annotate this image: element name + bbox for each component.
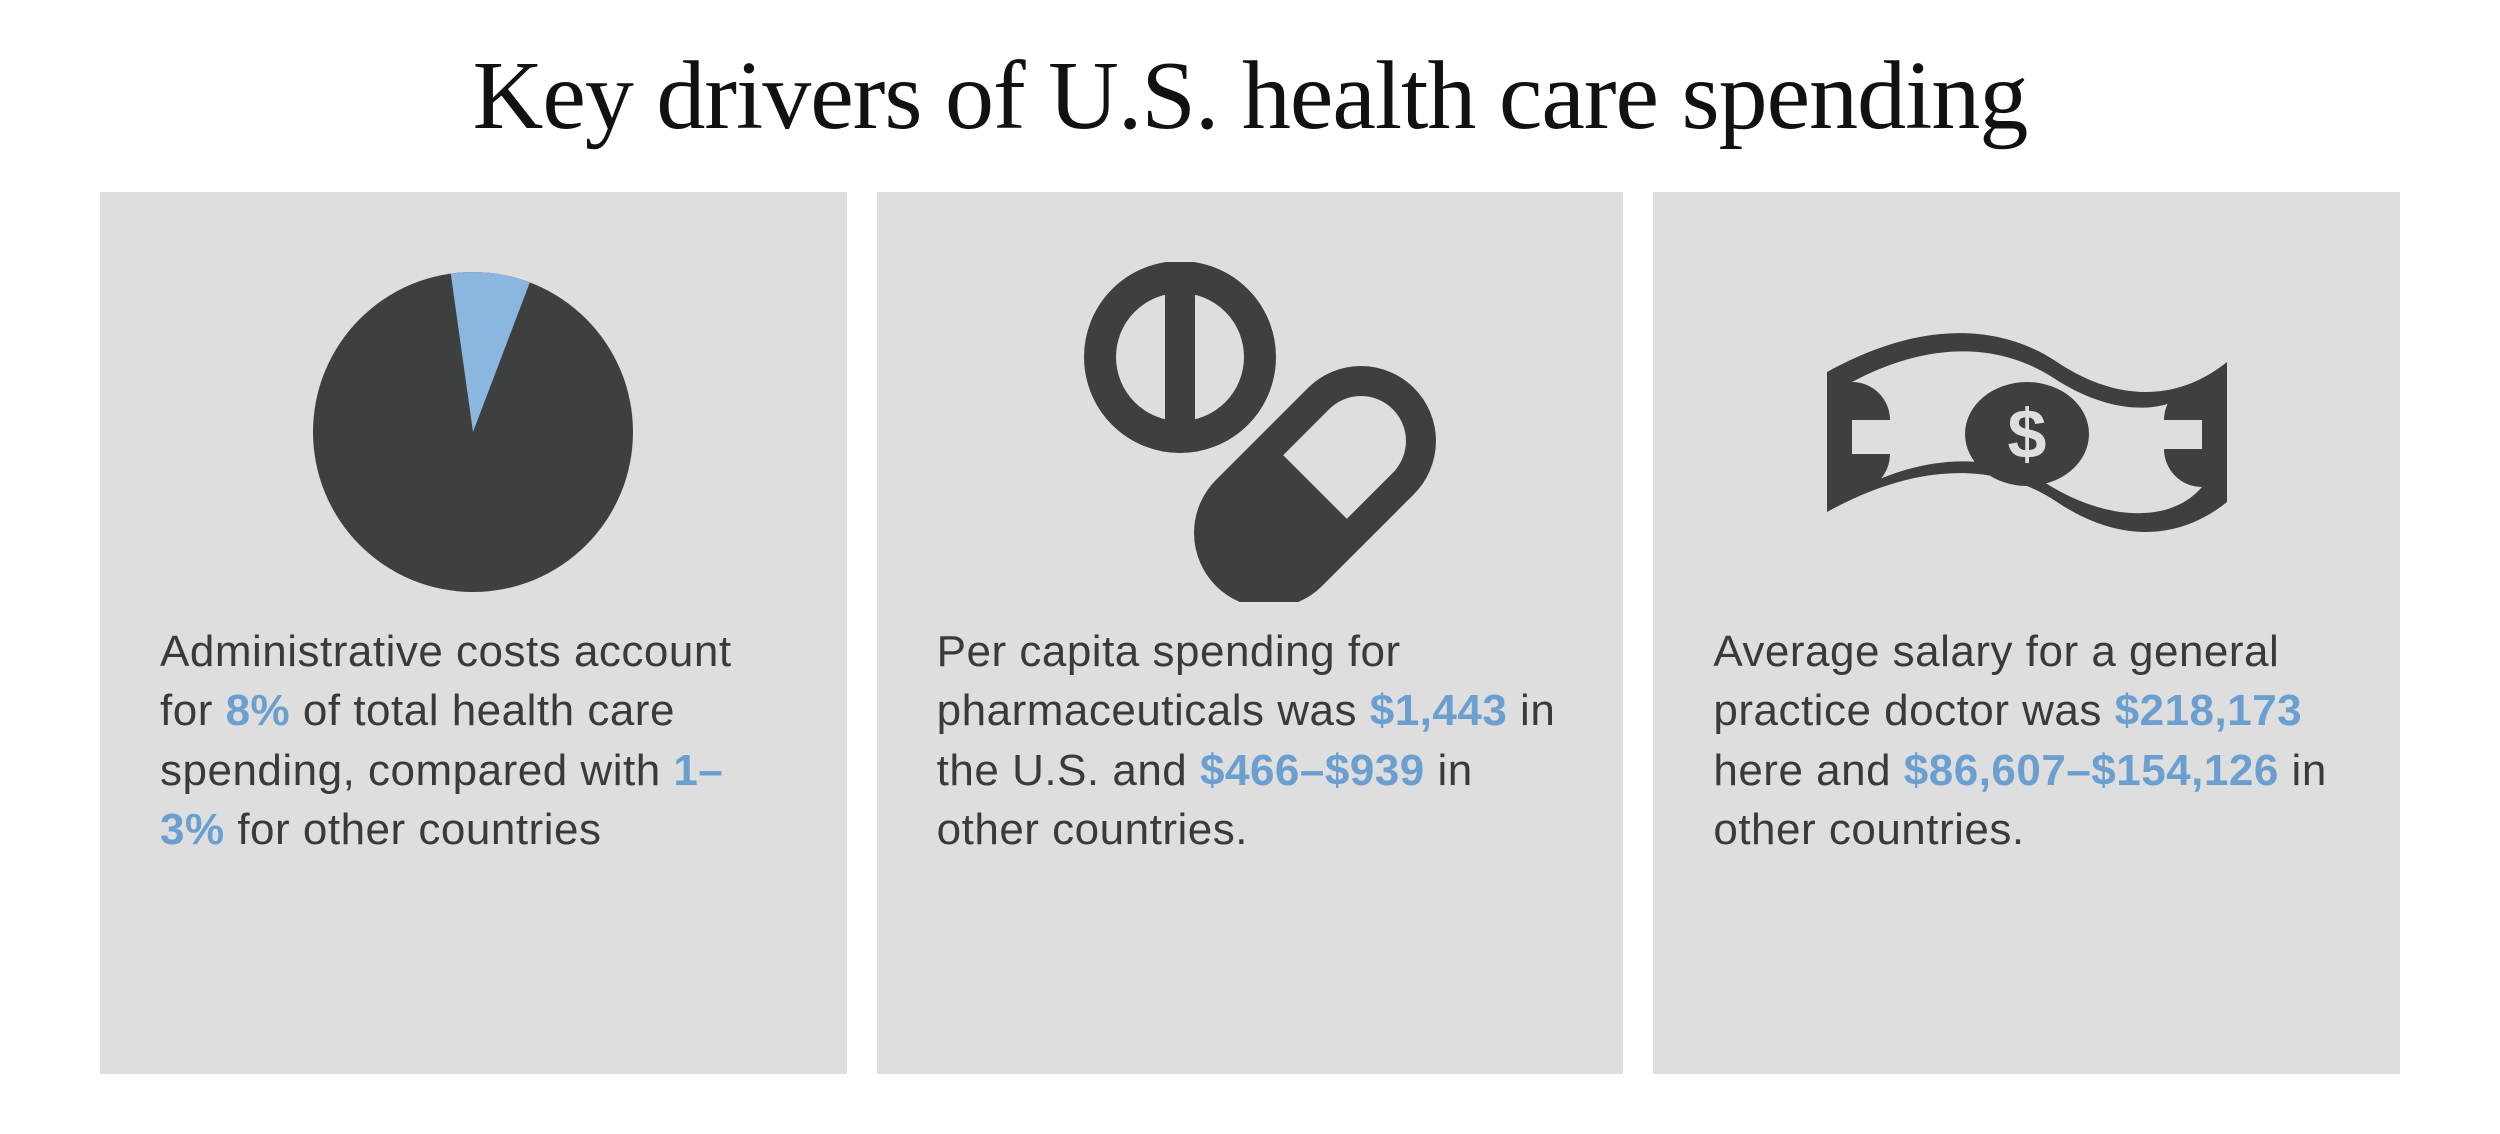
svg-text:$: $ (2007, 395, 2046, 473)
panel-admin-costs: Administrative costs account for 8% of t… (100, 192, 847, 1074)
dollar-bill-icon: $ (1713, 242, 2340, 622)
panel-admin-text: Administrative costs account for 8% of t… (160, 622, 787, 860)
highlight-value: $1,443 (1370, 686, 1508, 735)
infographic-title: Key drivers of U.S. health care spending (100, 40, 2400, 152)
pills-icon (937, 242, 1564, 622)
panels-row: Administrative costs account for 8% of t… (100, 192, 2400, 1074)
infographic-container: Key drivers of U.S. health care spending… (0, 0, 2500, 1134)
panel-pharma: Per capita spending for pharmaceuticals … (877, 192, 1624, 1074)
panel-pharma-text: Per capita spending for pharmaceuticals … (937, 622, 1564, 860)
highlight-value: 1–3% (160, 746, 723, 854)
highlight-value: $218,173 (2115, 686, 2303, 735)
highlight-value: 8% (226, 686, 291, 735)
pie-chart-icon (160, 242, 787, 622)
panel-salary-text: Average salary for a general practice do… (1713, 622, 2340, 860)
highlight-value: $86,607–$154,126 (1904, 746, 2279, 795)
highlight-value: $466–$939 (1200, 746, 1425, 795)
panel-salary: $ Average salary for a general practice … (1653, 192, 2400, 1074)
